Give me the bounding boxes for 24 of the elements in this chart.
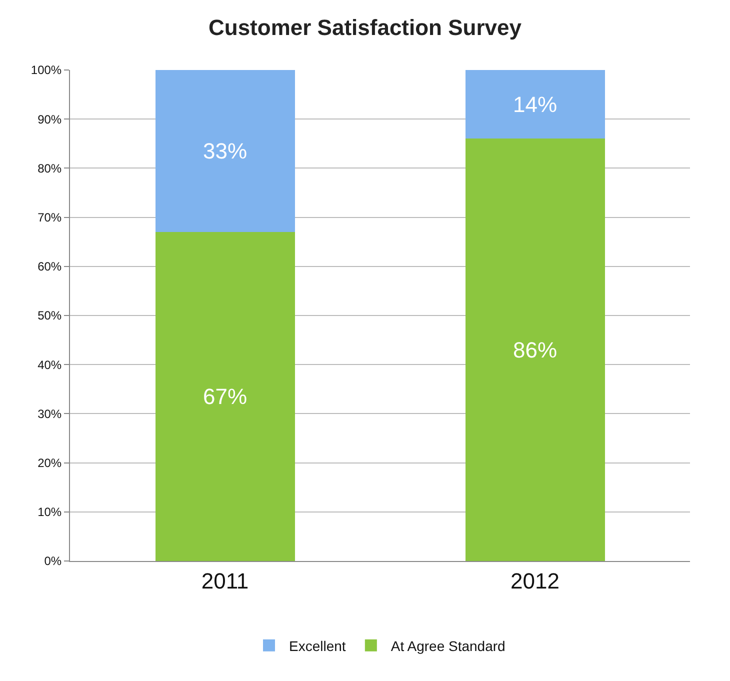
y-tick-label: 80% <box>38 161 62 176</box>
y-tick-label: 20% <box>38 456 62 470</box>
x-tick-label: 2012 <box>510 568 560 594</box>
legend-label: At Agree Standard <box>390 638 506 654</box>
bar <box>465 70 605 139</box>
data-label: 14% <box>512 92 558 117</box>
data-label: 86% <box>512 337 558 362</box>
y-tick-label: 60% <box>38 260 62 274</box>
data-label: 33% <box>202 138 248 164</box>
chart-title: Customer Satisfaction Survey <box>208 15 522 40</box>
legend-label: Excellent <box>289 638 346 654</box>
y-tick-label: 100% <box>30 63 62 78</box>
bar <box>155 232 295 561</box>
y-tick-label: 10% <box>38 505 62 520</box>
y-tick-label: 30% <box>38 406 62 421</box>
x-tick-label: 2011 <box>201 568 249 594</box>
y-tick-label: 70% <box>38 210 62 224</box>
y-tick-label: 0% <box>44 554 62 568</box>
y-tick-label: 90% <box>38 112 62 126</box>
y-tick-label: 40% <box>38 358 62 372</box>
bar <box>155 70 295 232</box>
data-label: 67% <box>202 384 248 410</box>
bar <box>465 138 605 561</box>
y-tick-label: 50% <box>38 308 62 323</box>
